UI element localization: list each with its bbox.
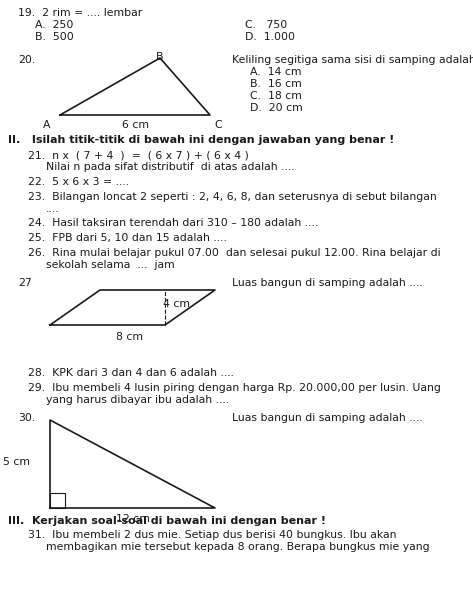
Text: Luas bangun di samping adalah ....: Luas bangun di samping adalah ....	[232, 278, 423, 288]
Text: 5 cm: 5 cm	[3, 457, 30, 467]
Text: II.   Isilah titik-titik di bawah ini dengan jawaban yang benar !: II. Isilah titik-titik di bawah ini deng…	[8, 135, 394, 145]
Text: 30.: 30.	[18, 413, 35, 423]
Text: 8 cm: 8 cm	[116, 332, 143, 342]
Text: 31.  Ibu membeli 2 dus mie. Setiap dus berisi 40 bungkus. Ibu akan: 31. Ibu membeli 2 dus mie. Setiap dus be…	[28, 530, 396, 540]
Text: 21.  n x  ( 7 + 4  )  =  ( 6 x 7 ) + ( 6 x 4 ): 21. n x ( 7 + 4 ) = ( 6 x 7 ) + ( 6 x 4 …	[28, 150, 249, 160]
Text: sekolah selama  ...  jam: sekolah selama ... jam	[46, 260, 175, 270]
Text: C.  18 cm: C. 18 cm	[250, 91, 302, 101]
Text: 22.  5 x 6 x 3 = ....: 22. 5 x 6 x 3 = ....	[28, 177, 129, 187]
Text: B.  16 cm: B. 16 cm	[250, 79, 302, 89]
Text: yang harus dibayar ibu adalah ....: yang harus dibayar ibu adalah ....	[46, 395, 229, 405]
Text: B.  500: B. 500	[35, 32, 74, 42]
Text: D.  1.000: D. 1.000	[245, 32, 295, 42]
Text: 24.  Hasil taksiran terendah dari 310 – 180 adalah ....: 24. Hasil taksiran terendah dari 310 – 1…	[28, 218, 318, 228]
Text: Keliling segitiga sama sisi di samping adalah: Keliling segitiga sama sisi di samping a…	[232, 55, 473, 65]
Text: 27: 27	[18, 278, 32, 288]
Text: 12 cm: 12 cm	[116, 514, 150, 524]
Text: 4 cm: 4 cm	[163, 299, 190, 309]
Text: B: B	[156, 52, 164, 62]
Text: D.  20 cm: D. 20 cm	[250, 103, 303, 113]
Text: 28.  KPK dari 3 dan 4 dan 6 adalah ....: 28. KPK dari 3 dan 4 dan 6 adalah ....	[28, 368, 234, 378]
Text: 23.  Bilangan loncat 2 seperti : 2, 4, 6, 8, dan seterusnya di sebut bilangan: 23. Bilangan loncat 2 seperti : 2, 4, 6,…	[28, 192, 437, 202]
Text: 26.  Rina mulai belajar pukul 07.00  dan selesai pukul 12.00. Rina belajar di: 26. Rina mulai belajar pukul 07.00 dan s…	[28, 248, 441, 258]
Text: C: C	[214, 120, 222, 130]
Text: 25.  FPB dari 5, 10 dan 15 adalah ....: 25. FPB dari 5, 10 dan 15 adalah ....	[28, 233, 227, 243]
Text: membagikan mie tersebut kepada 8 orang. Berapa bungkus mie yang: membagikan mie tersebut kepada 8 orang. …	[46, 542, 429, 552]
Text: 6 cm: 6 cm	[122, 120, 149, 130]
Text: 19.  2 rim = .... lembar: 19. 2 rim = .... lembar	[18, 8, 142, 18]
Text: A: A	[43, 120, 51, 130]
Text: C.   750: C. 750	[245, 20, 287, 30]
Text: 29.  Ibu membeli 4 lusin piring dengan harga Rp. 20.000,00 per lusin. Uang: 29. Ibu membeli 4 lusin piring dengan ha…	[28, 383, 441, 393]
Text: A.  250: A. 250	[35, 20, 73, 30]
Text: Nilai n pada sifat distributif  di atas adalah ....: Nilai n pada sifat distributif di atas a…	[46, 162, 295, 172]
Text: A.  14 cm: A. 14 cm	[250, 67, 301, 77]
Text: 20.: 20.	[18, 55, 35, 65]
Text: ....: ....	[46, 204, 60, 214]
Text: Luas bangun di samping adalah ....: Luas bangun di samping adalah ....	[232, 413, 423, 423]
Text: III.  Kerjakan soal-soal di bawah ini dengan benar !: III. Kerjakan soal-soal di bawah ini den…	[8, 516, 326, 526]
